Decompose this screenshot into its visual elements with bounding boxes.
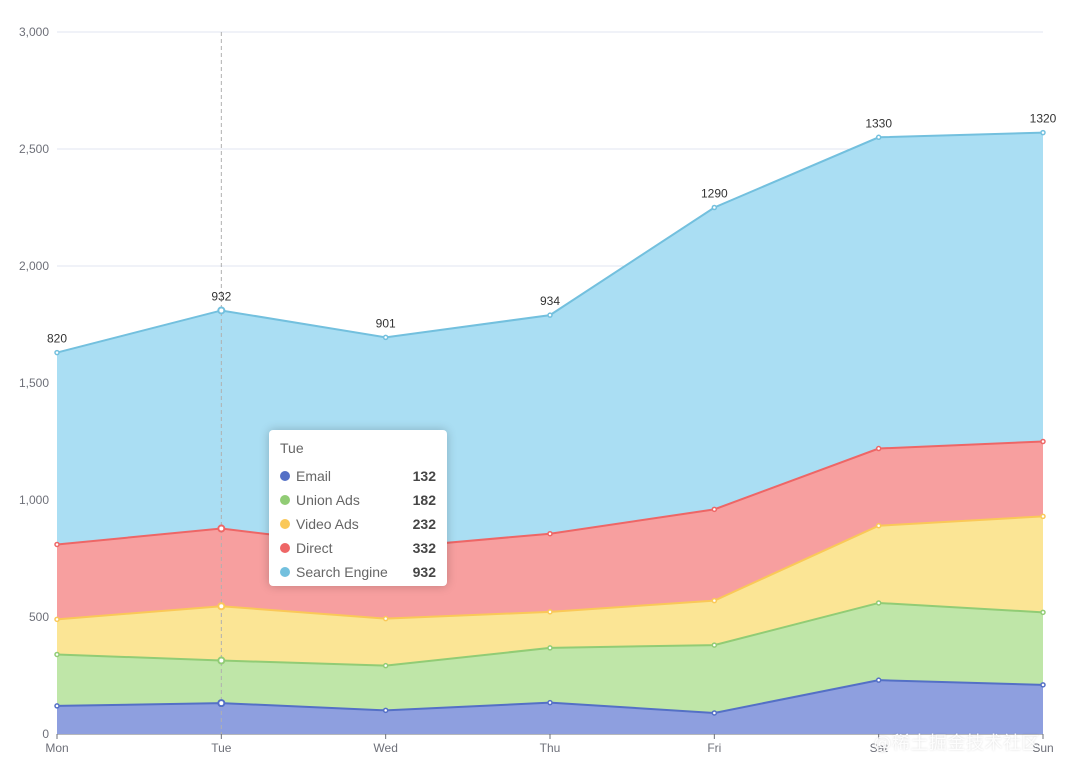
tooltip-series-value: 332 [412,540,436,556]
y-tick-label: 1,500 [19,376,49,390]
data-point-search-engine [711,204,718,211]
data-point-search-engine [382,334,389,341]
data-point-video-ads [711,597,718,604]
legend-dot-icon [280,495,290,505]
tooltip-series-name: Video Ads [296,516,359,532]
data-point-search-engine [1040,129,1046,136]
data-point-video-ads [382,615,389,622]
data-point-video-ads [217,602,226,611]
data-point-union-ads [382,662,389,669]
data-point-email [875,677,882,683]
data-point-search-engine [217,306,226,315]
x-tick-label: Sat [870,741,889,755]
x-tick-label: Wed [373,741,397,755]
data-point-email [382,707,389,714]
tooltip-series-value: 132 [412,468,436,484]
area-union-ads [57,602,1043,713]
tooltip-row: Search Engine 932 [280,560,436,584]
data-point-direct [711,506,718,513]
tooltip-title: Tue [280,440,304,456]
data-point-video-ads [547,609,553,615]
chart-tooltip: Tue Email 132 Union Ads 182 Video Ads 232 Dire… [269,430,447,586]
data-label: 1290 [701,187,728,201]
legend-dot-icon [280,543,290,553]
tooltip-row: Direct 332 [280,536,436,560]
tooltip-series-value: 232 [412,516,436,532]
data-point-direct [217,524,226,533]
data-label: 932 [211,289,231,303]
data-point-direct [54,541,60,548]
tooltip-row: Union Ads 182 [280,488,436,512]
tooltip-row: Video Ads 232 [280,512,436,536]
watermark: @稀土掘金技术社区 [873,733,1040,754]
data-point-email [217,699,226,708]
legend-dot-icon [280,567,290,577]
data-point-email [711,710,718,716]
data-point-union-ads [217,656,226,665]
y-tick-label: 2,000 [19,259,49,273]
data-point-search-engine [54,349,60,356]
tooltip-series-value: 182 [412,492,436,508]
y-tick-label: 1,000 [19,493,49,507]
y-tick-label: 2,500 [19,142,49,156]
data-label: 1320 [1030,112,1057,126]
data-point-email [54,703,60,709]
x-tick-label: Sun [1032,741,1053,755]
data-point-video-ads [1040,513,1046,520]
tooltip-series-name: Direct [296,540,333,556]
data-point-union-ads [711,642,718,648]
x-tick-label: Thu [540,741,561,755]
legend-dot-icon [280,519,290,529]
tooltip-rows: Email 132 Union Ads 182 Video Ads 232 Direct 33… [280,464,436,584]
data-label: 934 [540,294,560,308]
tooltip-series-name: Email [296,468,332,484]
data-point-video-ads [875,522,882,529]
data-point-direct [1040,438,1046,445]
data-point-union-ads [1040,609,1046,616]
y-tick-label: 3,000 [19,25,49,39]
data-point-video-ads [54,616,60,623]
tooltip-series-name: Search Engine [296,564,388,580]
data-label: 1330 [865,116,892,130]
data-label: 901 [376,316,396,330]
data-point-direct [875,445,882,452]
data-point-email [547,699,553,706]
area-email [57,680,1043,734]
data-point-union-ads [547,645,553,651]
y-tick-label: 0 [42,727,49,741]
data-point-union-ads [875,600,882,606]
data-point-email [1040,682,1046,688]
data-point-direct [547,530,553,537]
y-tick-label: 500 [29,610,49,624]
data-point-search-engine [547,312,553,318]
legend-dot-icon [280,471,290,481]
area-video-ads [57,516,1043,666]
x-tick-label: Tue [211,741,232,755]
data-point-search-engine [875,134,882,141]
x-tick-label: Fri [707,741,721,755]
x-tick-label: Mon [45,741,68,755]
tooltip-series-name: Union Ads [296,492,360,508]
tooltip-series-value: 932 [412,564,436,580]
data-point-union-ads [54,651,60,658]
tooltip-row: Email 132 [280,464,436,488]
data-label: 820 [47,332,67,346]
